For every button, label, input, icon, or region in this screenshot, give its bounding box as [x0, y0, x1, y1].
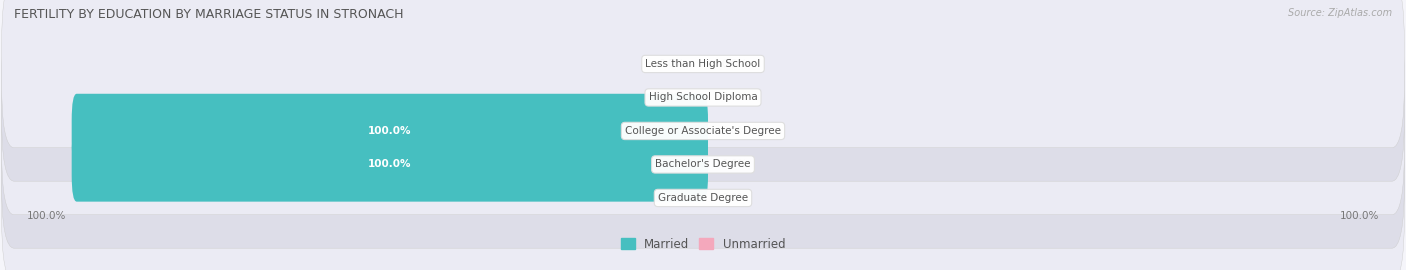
Text: 100.0%: 100.0% — [1340, 211, 1379, 221]
Text: FERTILITY BY EDUCATION BY MARRIAGE STATUS IN STRONACH: FERTILITY BY EDUCATION BY MARRIAGE STATU… — [14, 8, 404, 21]
FancyBboxPatch shape — [1, 0, 1405, 148]
FancyBboxPatch shape — [1, 114, 1405, 270]
Legend: Married, Unmarried: Married, Unmarried — [616, 233, 790, 255]
Text: 0.0%: 0.0% — [721, 126, 748, 136]
Text: 100.0%: 100.0% — [27, 211, 66, 221]
Text: 0.0%: 0.0% — [721, 160, 748, 170]
FancyBboxPatch shape — [1, 47, 1405, 215]
Text: 100.0%: 100.0% — [368, 126, 412, 136]
Text: High School Diploma: High School Diploma — [648, 92, 758, 102]
Text: Bachelor's Degree: Bachelor's Degree — [655, 160, 751, 170]
FancyBboxPatch shape — [1, 14, 1405, 181]
FancyBboxPatch shape — [72, 94, 709, 168]
Text: Less than High School: Less than High School — [645, 59, 761, 69]
FancyBboxPatch shape — [72, 127, 709, 202]
Text: 0.0%: 0.0% — [721, 92, 748, 102]
FancyBboxPatch shape — [1, 81, 1405, 248]
Text: 100.0%: 100.0% — [368, 160, 412, 170]
Text: 0.0%: 0.0% — [721, 193, 748, 203]
Text: 0.0%: 0.0% — [658, 92, 685, 102]
Text: 0.0%: 0.0% — [658, 59, 685, 69]
Text: Graduate Degree: Graduate Degree — [658, 193, 748, 203]
Text: Source: ZipAtlas.com: Source: ZipAtlas.com — [1288, 8, 1392, 18]
Text: 0.0%: 0.0% — [658, 193, 685, 203]
Text: 0.0%: 0.0% — [721, 59, 748, 69]
Text: College or Associate's Degree: College or Associate's Degree — [626, 126, 780, 136]
